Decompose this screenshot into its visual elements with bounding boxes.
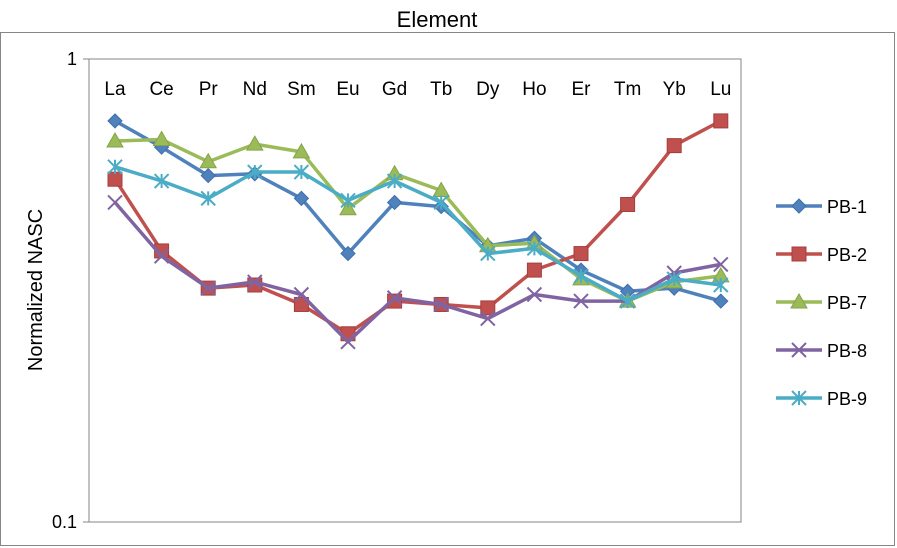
data-point <box>340 245 356 262</box>
data-point <box>200 167 216 184</box>
data-point <box>573 246 589 262</box>
data-point <box>713 293 729 309</box>
data-point <box>340 334 356 350</box>
data-point <box>713 277 729 293</box>
legend-label: PB-8 <box>827 341 867 361</box>
data-point <box>247 274 263 290</box>
x-tick-label: Nd <box>243 79 267 100</box>
data-point <box>152 130 171 147</box>
data-point <box>339 199 357 216</box>
legend-entry: PB-1 <box>776 197 867 217</box>
data-point <box>480 245 496 262</box>
series-line <box>113 201 722 344</box>
legend-marker <box>791 246 807 262</box>
data-point <box>573 268 589 284</box>
data-point <box>153 248 170 264</box>
chart-outer-border <box>0 32 895 546</box>
series-pb-9 <box>107 159 729 309</box>
data-point <box>526 240 543 257</box>
data-point <box>619 293 636 309</box>
legend-entry: PB-9 <box>776 389 867 409</box>
legend-marker <box>791 198 807 214</box>
plot-frame <box>88 58 742 523</box>
legend-label: PB-7 <box>827 293 867 313</box>
data-point <box>107 171 123 187</box>
data-point <box>666 271 682 287</box>
x-tick-label: La <box>104 79 126 100</box>
data-point <box>292 142 311 159</box>
data-point <box>293 286 310 303</box>
legend-entry: PB-2 <box>776 245 867 265</box>
data-point <box>386 290 403 306</box>
legend-marker <box>790 292 808 309</box>
y-axis-label: Normalized NASC <box>25 209 47 371</box>
series-pb-8 <box>107 194 729 350</box>
plot-area: 1 0.1 La Ce Pr Nd Sm Eu Gd Tb Dy Ho Er Tm Yb Lu <box>52 49 742 532</box>
y-tick-label: 0.1 <box>52 512 77 532</box>
series-line <box>114 165 722 303</box>
x-tick-label: Dy <box>476 79 500 100</box>
data-point <box>386 173 403 189</box>
x-tick-label: Lu <box>710 79 731 100</box>
x-tick-label: Sm <box>287 79 316 100</box>
x-tick-label: Pr <box>199 79 219 100</box>
x-tick-label: Gd <box>382 79 407 100</box>
data-point <box>666 138 682 154</box>
data-point <box>200 280 216 296</box>
data-point <box>247 164 263 180</box>
chart-title: Element <box>397 7 478 32</box>
legend-entry: PB-7 <box>776 292 867 313</box>
data-point <box>293 296 309 312</box>
data-point <box>340 192 356 209</box>
legend-entry: PB-8 <box>776 341 867 361</box>
data-point <box>106 132 124 148</box>
x-tick-label: Eu <box>336 79 359 100</box>
data-point <box>620 197 636 213</box>
data-point <box>480 310 496 327</box>
legend-label: PB-2 <box>827 245 867 265</box>
data-point <box>433 296 449 313</box>
data-point <box>199 152 218 169</box>
x-tick-label: Tb <box>430 79 452 100</box>
data-point <box>526 286 543 303</box>
legend: PB-1 PB-2 PB-7 PB-8 PB-9 <box>776 197 867 409</box>
data-point <box>713 113 729 129</box>
y-tick-label: 1 <box>67 49 77 69</box>
data-point <box>526 262 542 278</box>
x-tick-label: Tm <box>614 79 641 100</box>
data-point <box>293 190 310 207</box>
legend-marker <box>791 342 807 358</box>
legend-label: PB-9 <box>827 389 867 409</box>
data-point <box>433 194 449 211</box>
x-tick-label: Yb <box>663 79 686 100</box>
legend-label: PB-1 <box>827 197 867 217</box>
data-point <box>107 159 123 175</box>
data-point <box>245 135 264 151</box>
data-point <box>153 173 170 189</box>
data-point <box>480 300 496 316</box>
legend-marker <box>791 390 807 406</box>
data-point <box>107 194 123 211</box>
data-point <box>386 194 403 211</box>
data-point <box>200 190 216 207</box>
series-line <box>114 119 722 303</box>
data-point <box>293 164 310 180</box>
x-tick-label: Ho <box>522 79 546 100</box>
x-tick-label: Ce <box>149 79 173 100</box>
data-point <box>713 256 729 273</box>
data-point <box>107 113 123 129</box>
data-point <box>573 293 589 309</box>
x-tick-label: Er <box>572 79 592 100</box>
